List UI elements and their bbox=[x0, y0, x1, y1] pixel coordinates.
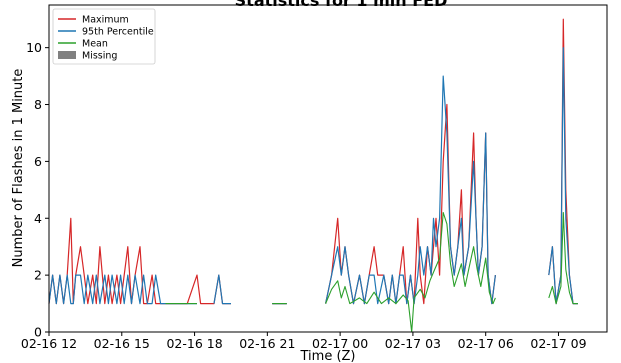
legend-box bbox=[52, 8, 156, 65]
y-tick-label: 6 bbox=[34, 154, 42, 169]
legend-label: Mean bbox=[82, 39, 108, 50]
legend-label: 95th Percentile bbox=[82, 27, 154, 38]
y-tick-label: 10 bbox=[26, 40, 42, 55]
x-tick-label: 02-16 12 bbox=[21, 336, 77, 351]
y-tick-label: 0 bbox=[34, 325, 42, 340]
y-tick-label: 4 bbox=[34, 211, 42, 226]
x-axis: 02-16 12 02-16 15 02-16 18 02-16 21 02-17 00… bbox=[21, 332, 587, 351]
x-tick-label: 02-16 21 bbox=[239, 336, 295, 351]
plot-area bbox=[48, 18, 578, 333]
y-tick-label: 2 bbox=[34, 268, 42, 283]
x-tick-label: 02-16 18 bbox=[166, 336, 222, 351]
legend-label: Maximum bbox=[82, 15, 129, 26]
x-tick-label: 02-16 15 bbox=[94, 336, 150, 351]
series-line-mean bbox=[165, 212, 578, 333]
y-axis: 0 2 4 6 8 10 bbox=[26, 40, 49, 340]
x-tick-label: 02-17 03 bbox=[385, 336, 441, 351]
legend-label: Missing bbox=[82, 51, 117, 62]
y-tick-label: 8 bbox=[34, 97, 42, 112]
x-tick-label: 02-17 00 bbox=[312, 336, 368, 351]
series-layer bbox=[48, 18, 578, 333]
x-axis-label: Time (Z) bbox=[300, 349, 356, 363]
plot-frame bbox=[48, 4, 608, 333]
y-axis-label: Number of Flashes in 1 Minute bbox=[11, 69, 26, 268]
x-tick-label: 02-17 06 bbox=[458, 336, 514, 351]
legend-swatch bbox=[58, 51, 76, 59]
x-tick-label: 02-17 09 bbox=[530, 336, 586, 351]
series-line-95th-percentile bbox=[48, 47, 578, 305]
